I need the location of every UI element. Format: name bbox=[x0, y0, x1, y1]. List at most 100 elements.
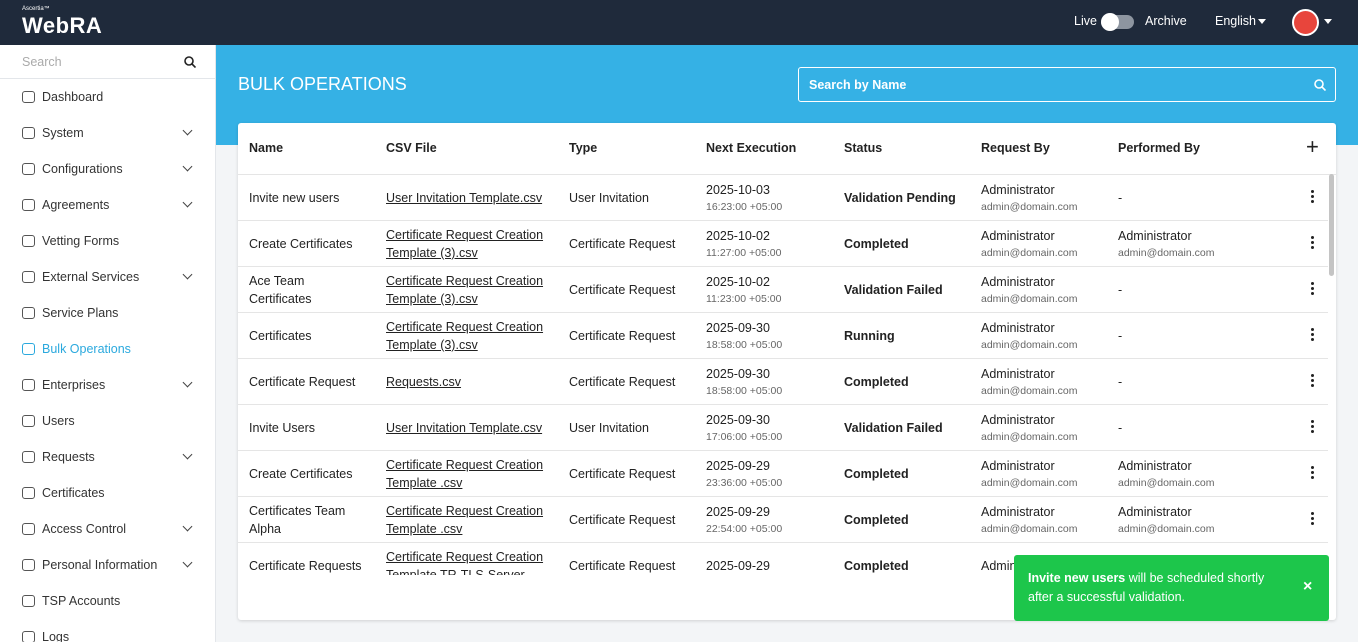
dot bbox=[1311, 292, 1314, 295]
user-name: Administrator bbox=[981, 229, 1055, 243]
menu-item[interactable]: Dashboard bbox=[0, 79, 215, 115]
menu-item[interactable]: Configurations bbox=[0, 151, 215, 187]
cell: - bbox=[1118, 405, 1248, 451]
avatar[interactable] bbox=[1292, 9, 1319, 36]
row-menu[interactable] bbox=[1311, 328, 1315, 342]
name-search[interactable]: Search by Name bbox=[798, 67, 1336, 102]
toast-close[interactable]: × bbox=[1303, 578, 1313, 595]
table-row: Ace Team Certificates Certificate Request… bbox=[238, 267, 1328, 313]
row-menu[interactable] bbox=[1311, 420, 1315, 434]
cell: Create Certificates bbox=[249, 221, 369, 267]
user-email: admin@domain.com bbox=[981, 201, 1078, 213]
menu-item[interactable]: Requests bbox=[0, 439, 215, 475]
cell: Certificate Request bbox=[569, 543, 699, 575]
op-type: Certificate Request bbox=[569, 237, 676, 251]
cell: Certificate Requests bbox=[249, 543, 369, 575]
menu-item[interactable]: Access Control bbox=[0, 511, 215, 547]
exec-date: 2025-10-02 bbox=[706, 275, 770, 289]
menu-item[interactable]: Enterprises bbox=[0, 367, 215, 403]
toggle[interactable] bbox=[1101, 13, 1134, 31]
csv-link[interactable]: Certificate Request Creation Template .c… bbox=[386, 458, 544, 490]
status: Running bbox=[844, 329, 895, 343]
user-email: admin@domain.com bbox=[1118, 247, 1215, 259]
cell: Completed bbox=[844, 451, 974, 497]
cell: Validation Pending bbox=[844, 175, 974, 221]
csv-link[interactable]: Certificate Request Creation Template (3… bbox=[386, 228, 544, 260]
table-row: Certificate Requests Certificate Request … bbox=[238, 543, 1328, 575]
menu-item[interactable]: Personal Information bbox=[0, 547, 215, 583]
language[interactable]: English bbox=[1215, 14, 1256, 28]
menu-icon bbox=[22, 451, 35, 463]
row-menu[interactable] bbox=[1311, 374, 1315, 388]
menu-item[interactable]: Bulk Operations bbox=[0, 331, 215, 367]
csv-link[interactable]: Certificate Request Creation Template .c… bbox=[386, 504, 544, 536]
exec-date: 2025-09-30 bbox=[706, 413, 770, 427]
dot bbox=[1311, 517, 1314, 520]
csv-link[interactable]: Certificate Request Creation Template TR… bbox=[386, 550, 544, 575]
csv-link[interactable]: Certificate Request Creation Template (3… bbox=[386, 320, 544, 352]
csv-link[interactable]: User Invitation Template.csv bbox=[386, 191, 543, 205]
op-type: User Invitation bbox=[569, 191, 649, 205]
menu-item[interactable]: Service Plans bbox=[0, 295, 215, 331]
cell: Certificate Request bbox=[569, 221, 699, 267]
cell: 2025-09-30 17:06:00 +05:00 bbox=[706, 405, 836, 451]
status: Completed bbox=[844, 237, 909, 251]
menu-item[interactable]: TSP Accounts bbox=[0, 583, 215, 619]
row-menu[interactable] bbox=[1311, 236, 1315, 250]
status: Validation Pending bbox=[844, 191, 956, 205]
add-button[interactable]: + bbox=[1306, 134, 1319, 159]
menu-label: Service Plans bbox=[42, 306, 119, 320]
toggle-archive[interactable]: Archive bbox=[1145, 14, 1187, 28]
csv-link[interactable]: Certificate Request Creation Template (3… bbox=[386, 274, 544, 306]
menu-label: TSP Accounts bbox=[42, 594, 121, 608]
cell: 2025-09-29 22:54:00 +05:00 bbox=[706, 497, 836, 543]
op-name: Create Certificates bbox=[249, 237, 353, 251]
cell: Certificate Request bbox=[569, 451, 699, 497]
page-title: BULK OPERATIONS bbox=[238, 74, 407, 94]
cell: 2025-09-29 23:36:00 +05:00 bbox=[706, 451, 836, 497]
cell: Administrator admin@domain.com bbox=[981, 359, 1111, 405]
toggle-live[interactable]: Live bbox=[1074, 14, 1097, 28]
scrollbar[interactable] bbox=[1329, 174, 1334, 276]
sidebar-search[interactable]: Search bbox=[0, 45, 215, 79]
menu-icon bbox=[22, 559, 35, 571]
chevron bbox=[182, 197, 193, 208]
dot bbox=[1311, 384, 1314, 387]
menu-item[interactable]: Vetting Forms bbox=[0, 223, 215, 259]
menu-item[interactable]: Agreements bbox=[0, 187, 215, 223]
row-menu[interactable] bbox=[1311, 466, 1315, 480]
menu-item[interactable]: Certificates bbox=[0, 475, 215, 511]
user-name: Administrator bbox=[1118, 505, 1192, 519]
csv-link[interactable]: User Invitation Template.csv bbox=[386, 421, 543, 435]
cell: Certificate Request bbox=[249, 359, 369, 405]
menu-icon bbox=[22, 163, 35, 175]
user-email: admin@domain.com bbox=[981, 339, 1078, 351]
row-menu[interactable] bbox=[1311, 512, 1315, 526]
cell: User Invitation Template.csv bbox=[386, 405, 556, 451]
table-row: Invite new users User Invitation Template… bbox=[238, 175, 1328, 221]
menu-label: System bbox=[42, 126, 84, 140]
menu-icon bbox=[22, 199, 35, 211]
cell: Administrator admin@domain.com bbox=[981, 313, 1111, 359]
op-type: Certificate Request bbox=[569, 467, 676, 481]
dot bbox=[1311, 466, 1314, 469]
dot bbox=[1311, 190, 1314, 193]
user-email: admin@domain.com bbox=[1118, 477, 1215, 489]
op-name: Invite new users bbox=[249, 191, 340, 205]
cell: Completed bbox=[844, 359, 974, 405]
menu-item[interactable]: Users bbox=[0, 403, 215, 439]
status: Validation Failed bbox=[844, 283, 943, 297]
row-menu[interactable] bbox=[1311, 190, 1315, 204]
menu-item[interactable]: Logs bbox=[0, 619, 215, 642]
menu-item[interactable]: External Services bbox=[0, 259, 215, 295]
user-name: - bbox=[1118, 329, 1123, 343]
user-name: Administrator bbox=[1118, 459, 1192, 473]
chevron bbox=[182, 521, 193, 532]
chevron bbox=[182, 125, 193, 136]
row-menu[interactable] bbox=[1311, 282, 1315, 296]
op-name: Ace Team Certificates bbox=[249, 274, 312, 306]
table-row: Create Certificates Certificate Request C… bbox=[238, 451, 1328, 497]
menu-item[interactable]: System bbox=[0, 115, 215, 151]
csv-link[interactable]: Requests.csv bbox=[386, 375, 462, 389]
dot bbox=[1311, 522, 1314, 525]
